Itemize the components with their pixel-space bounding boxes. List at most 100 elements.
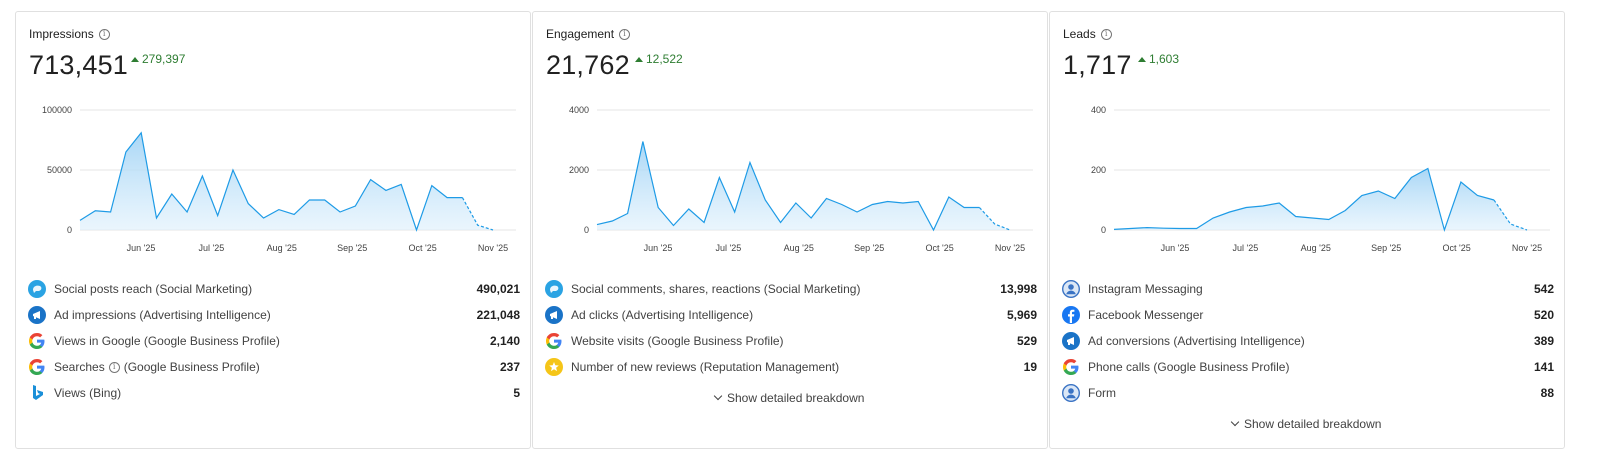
facebook-icon [1062, 306, 1080, 324]
card-title: Engagement i [546, 27, 631, 41]
google-icon [28, 332, 46, 350]
x-tick-label: Oct '25 [1442, 243, 1470, 253]
metric-label-text: Phone calls (Google Business Profile) [1088, 360, 1290, 374]
x-tick-label: Aug '25 [1301, 243, 1331, 253]
info-icon[interactable]: i [1100, 28, 1112, 40]
delta-badge: 12,522 [635, 52, 683, 66]
up-arrow-icon [635, 56, 643, 62]
metric-label: Social comments, shares, reactions (Soci… [571, 282, 1000, 296]
show-breakdown-button[interactable]: Show detailed breakdown [1230, 417, 1381, 431]
metric-label-text: Instagram Messaging [1088, 282, 1203, 296]
metric-label: Views (Bing) [54, 386, 513, 400]
y-tick-label: 2000 [569, 165, 589, 175]
x-tick-label: Sep '25 [854, 243, 884, 253]
metric-label-text: Social posts reach (Social Marketing) [54, 282, 253, 296]
up-arrow-icon [131, 56, 139, 62]
chevron-down-icon [713, 391, 723, 401]
engagement-card: Engagement i 21,762 12,522 4000 2000 0 Jun … [532, 11, 1048, 449]
total-value: 713,451 [29, 50, 128, 80]
metric-label-text: Ad conversions (Advertising Intelligence… [1088, 334, 1305, 348]
x-tick-label: Jul '25 [716, 243, 742, 253]
metric-value: 141 [1533, 360, 1554, 374]
delta-badge: 1,603 [1138, 52, 1179, 66]
advertising-icon [1062, 332, 1080, 350]
chevron-down-icon [1230, 417, 1240, 427]
google-icon [1062, 358, 1080, 376]
metric-label-text: Views in Google (Google Business Profile… [54, 334, 280, 348]
y-tick-label: 50000 [47, 165, 72, 175]
info-icon[interactable]: i [108, 361, 120, 373]
series-area [597, 141, 1010, 230]
x-tick-label: Sep '25 [337, 243, 367, 253]
google-icon [545, 332, 563, 350]
metric-row: Phone calls (Google Business Profile) 141 [1062, 354, 1554, 380]
metric-label: Ad conversions (Advertising Intelligence… [1088, 334, 1534, 348]
metric-value: 221,048 [476, 308, 520, 322]
metric-value: 237 [499, 360, 520, 374]
card-title-text: Impressions [29, 27, 94, 41]
metric-label-suffix: (Google Business Profile) [123, 360, 260, 374]
info-icon[interactable]: i [98, 28, 110, 40]
metric-row: Ad conversions (Advertising Intelligence… [1062, 328, 1554, 354]
x-tick-label: Nov '25 [1512, 243, 1542, 253]
star-icon [545, 358, 563, 376]
metric-label-text: Views (Bing) [54, 386, 122, 400]
bing-icon [28, 384, 46, 402]
metric-label-text: Number of new reviews (Reputation Manage… [571, 360, 840, 374]
metric-row: Website visits (Google Business Profile)… [545, 328, 1037, 354]
y-tick-label: 0 [584, 225, 589, 235]
metric-row: Social posts reach (Social Marketing) 490… [28, 276, 520, 302]
google-icon [28, 358, 46, 376]
metric-label-text: Searches [54, 360, 105, 374]
delta-value: 1,603 [1149, 52, 1180, 66]
series-area [1114, 168, 1527, 230]
metric-row: Views (Bing) 5 [28, 380, 520, 406]
x-tick-label: Jun '25 [127, 243, 156, 253]
metric-label: Form [1088, 386, 1541, 400]
leads-chart: 400 200 0 Jun '25 Jul '25 Aug '25 Sep '25 Oct '… [1091, 105, 1550, 253]
metric-label: Phone calls (Google Business Profile) [1088, 360, 1534, 374]
metric-label: Views in Google (Google Business Profile… [54, 334, 490, 348]
show-breakdown-button[interactable]: Show detailed breakdown [713, 391, 864, 405]
metrics-list: Social comments, shares, reactions (Soci… [545, 276, 1037, 380]
metric-label-text: Form [1088, 386, 1116, 400]
metric-label: Number of new reviews (Reputation Manage… [571, 360, 1024, 374]
metric-value: 542 [1533, 282, 1554, 296]
metric-row: Ad impressions (Advertising Intelligence… [28, 302, 520, 328]
engagement-chart: 4000 2000 0 Jun '25 Jul '25 Aug '25 Sep '25 Oct… [569, 105, 1033, 253]
metric-label-text: Facebook Messenger [1088, 308, 1204, 322]
metric-label-text: Social comments, shares, reactions (Soci… [571, 282, 861, 296]
impressions-card: Impressions i 713,451 279,397 100000 5000… [15, 11, 531, 449]
metric-value: 13,998 [1000, 282, 1037, 296]
card-title: Leads i [1063, 27, 1112, 41]
y-tick-label: 4000 [569, 105, 589, 115]
y-tick-label: 0 [67, 225, 72, 235]
y-tick-label: 0 [1101, 225, 1106, 235]
metric-value: 490,021 [476, 282, 520, 296]
x-tick-label: Oct '25 [408, 243, 436, 253]
metric-row: Form 88 [1062, 380, 1554, 406]
total-value: 21,762 [546, 50, 630, 80]
y-tick-label: 400 [1091, 105, 1106, 115]
delta-value: 12,522 [646, 52, 683, 66]
user-circle-icon [1062, 280, 1080, 298]
delta-badge: 279,397 [131, 52, 185, 66]
metrics-list: Social posts reach (Social Marketing) 490… [28, 276, 520, 406]
series-line-projected [978, 207, 1011, 231]
metric-value: 88 [1540, 386, 1554, 400]
series-line [79, 131, 463, 232]
card-title-text: Leads [1063, 27, 1096, 41]
metric-label: Facebook Messenger [1088, 308, 1534, 322]
x-tick-label: Nov '25 [995, 243, 1025, 253]
info-icon[interactable]: i [619, 28, 631, 40]
x-tick-label: Oct '25 [925, 243, 953, 253]
user-circle-icon [1062, 384, 1080, 402]
metrics-list: Instagram Messaging 542 Facebook Messenger… [1062, 276, 1554, 406]
advertising-icon [545, 306, 563, 324]
total-value: 1,717 [1063, 50, 1132, 80]
metric-value: 520 [1533, 308, 1554, 322]
metric-row: Ad clicks (Advertising Intelligence) 5,96… [545, 302, 1037, 328]
metric-row: Searches i (Google Business Profile) 237 [28, 354, 520, 380]
metric-row: Views in Google (Google Business Profile… [28, 328, 520, 354]
metric-row: Number of new reviews (Reputation Manage… [545, 354, 1037, 380]
